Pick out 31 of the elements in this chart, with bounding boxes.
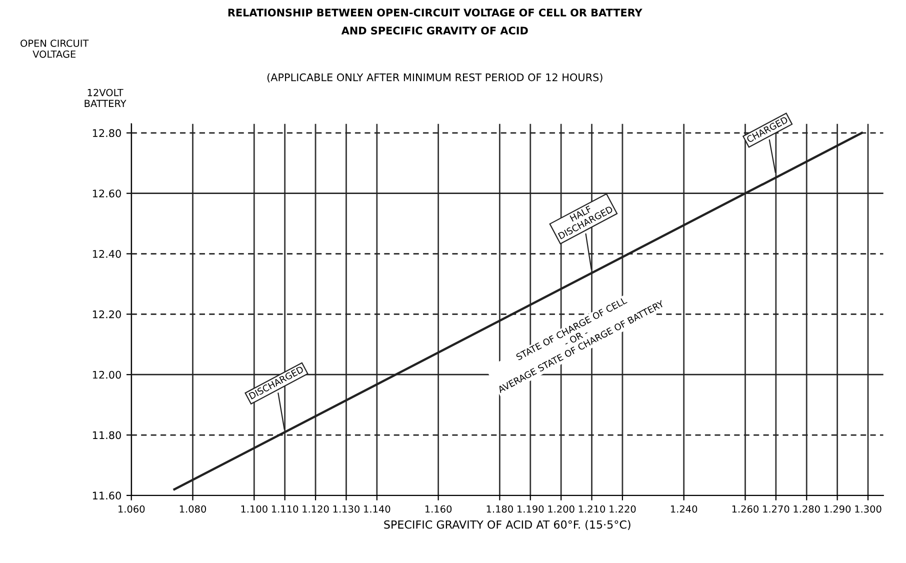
x-tick-label: 1.210 (578, 505, 606, 513)
y-tick-label: 11.60 (92, 492, 121, 500)
y-tick-label: 12.60 (92, 190, 121, 198)
y-tick-label: 12.00 (92, 370, 121, 379)
x-tick-label: 1.290 (824, 505, 851, 513)
x-tick-label: 1.120 (302, 505, 329, 513)
x-tick-label: 1.190 (518, 505, 544, 513)
x-tick-label: 1.130 (333, 505, 360, 513)
x-tick-label: 1.270 (763, 505, 790, 513)
chart-subtitle: (APPLICABLE ONLY AFTER MINIMUM REST PERIOD OF 12 HOURS) (267, 73, 602, 82)
y-axis-title: 12VOLT BATTERY (84, 88, 126, 107)
x-tick-label: 1.260 (732, 505, 758, 513)
y-tick-label: 12.20 (92, 310, 121, 318)
x-tick-label: 1.160 (425, 505, 452, 513)
x-tick-label: 1.240 (670, 505, 698, 513)
y-tick-label: 12.80 (92, 129, 121, 138)
x-tick-label: 1.140 (364, 505, 390, 513)
x-axis-title: SPECIFIC GRAVITY OF ACID AT 60°F. (15·5°C) (384, 520, 630, 530)
x-tick-label: 1.300 (855, 505, 882, 513)
y-tick-label: 12.40 (92, 250, 121, 258)
x-tick-label: 1.200 (548, 505, 574, 513)
x-tick-label: 1.280 (794, 505, 820, 513)
chart-title: RELATIONSHIP BETWEEN OPEN-CIRCUIT VOLTAGE OF CELL OR BATTERY AND SPECIFIC GRAVITY OF ACID (228, 8, 642, 35)
x-tick-label: 1.060 (118, 505, 145, 513)
x-tick-label: 1.110 (272, 505, 298, 513)
text: OPEN CIRCUIT VOLTAGE (20, 40, 89, 58)
x-tick-label: 1.180 (486, 505, 513, 513)
x-tick-label: 1.100 (241, 505, 268, 513)
x-tick-label: 1.220 (610, 505, 636, 513)
y-tick-label: 11.80 (92, 431, 121, 440)
x-tick-label: 1.080 (180, 505, 206, 513)
